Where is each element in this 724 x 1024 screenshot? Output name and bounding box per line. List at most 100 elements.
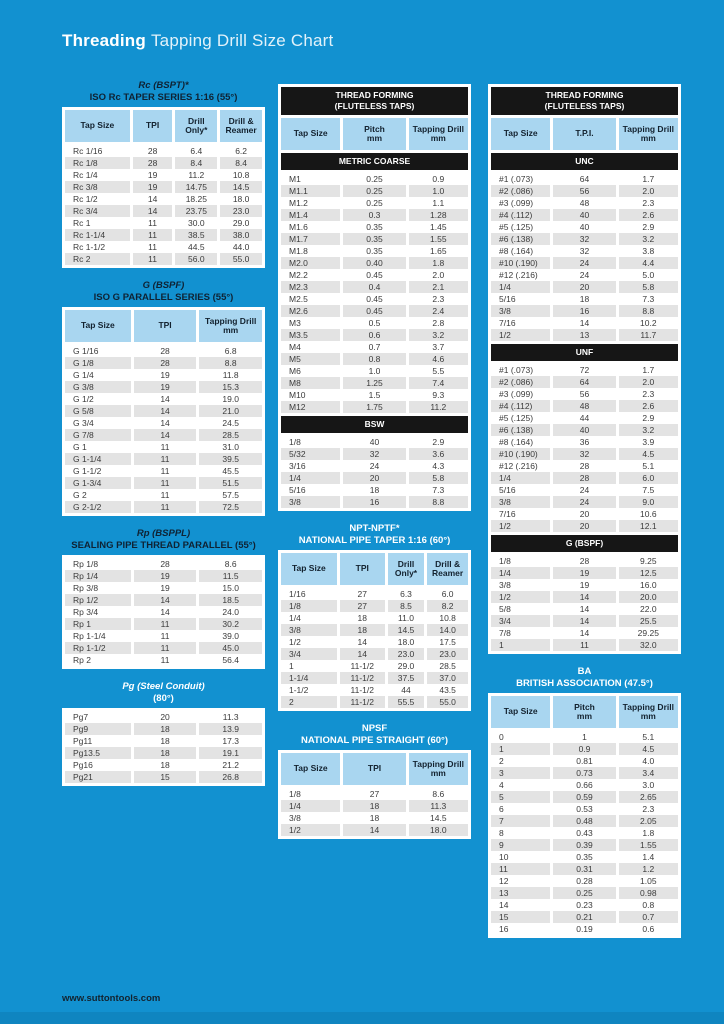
table-cell: M2.6 (281, 305, 341, 317)
table-title: NPSF NATIONAL PIPE STRAIGHT (60°) (278, 723, 471, 746)
table-cell: 0.23 (553, 899, 616, 911)
table-cell: M2.0 (281, 257, 341, 269)
table-row: #6 (.138) 32 3.2 (491, 233, 678, 245)
table-cell: M8 (281, 377, 341, 389)
table-row: 3/4 14 23.0 23.0 (281, 648, 468, 660)
table-cell: #12 (.216) (491, 460, 551, 472)
table-cell: 19 (133, 369, 197, 381)
table-cell: 38.0 (220, 229, 262, 241)
table-main-header-bar: THREAD FORMING (FLUTELESS TAPS) (281, 87, 468, 115)
table-cell: 2.6 (618, 209, 678, 221)
table-cell: 12.5 (618, 567, 678, 579)
column-header: Tap Size (491, 118, 551, 150)
table-title: NPT-NPTF* NATIONAL PIPE TAPER 1:16 (60°) (278, 523, 471, 546)
table-row: M2.2 0.45 2.0 (281, 269, 468, 281)
table-cell: 4.5 (618, 743, 678, 755)
table-title-line1: Rp (BSPPL) (136, 528, 191, 539)
table-cell: 2.9 (618, 412, 678, 424)
table-cell: Rp 1 (65, 618, 131, 630)
table-cell: 11.2 (175, 169, 218, 181)
table-cell: 0.8 (618, 899, 678, 911)
table-body: 0 1 5.1 1 0.9 4.5 2 0.81 4.0 3 0.73 3.4 4 0.66 3.0 5 0.5… (491, 731, 678, 935)
table-row: Rp 1/4 19 11.5 (65, 570, 262, 582)
table-cell: 0.19 (553, 923, 616, 935)
ba-block: BA BRITISH ASSOCIATION (47.5°) Tap Size P… (488, 666, 681, 938)
table-cell: G 2-1/2 (65, 501, 131, 513)
table-row: 5/32 32 3.6 (281, 448, 468, 460)
column-header: Tapping Drill mm (199, 310, 262, 342)
table-row: 3/16 24 4.3 (281, 460, 468, 472)
column-header: Tap Size (281, 553, 337, 585)
table-cell: 23.0 (427, 648, 468, 660)
table-cell: 10.6 (618, 508, 678, 520)
table-cell: 11 (132, 241, 173, 253)
table-row: 3/8 24 9.0 (491, 496, 678, 508)
column-header: Tap Size (281, 118, 341, 150)
table-cell: 14 (553, 627, 616, 639)
table-cell: 5.1 (618, 731, 678, 743)
table-cell: 18 (133, 747, 197, 759)
table-cell: 0.66 (553, 779, 616, 791)
table-row: M1 0.25 0.9 (281, 173, 468, 185)
column-header: Tap Size (491, 696, 551, 728)
column-header: Drill Only* (387, 553, 425, 585)
table-cell: 11 (133, 441, 197, 453)
table-cell: 3/8 (281, 496, 341, 508)
table-row: 12 0.28 1.05 (491, 875, 678, 887)
table-cell: 44 (387, 684, 425, 696)
table-cell: 11 (553, 639, 616, 651)
table-row: Rp 1 11 30.2 (65, 618, 262, 630)
bottom-strip (0, 1012, 724, 1024)
table-row: 7 0.48 2.05 (491, 815, 678, 827)
table-cell: 18.25 (175, 193, 218, 205)
table-cell: 11-1/2 (339, 684, 385, 696)
table-cell: 1/2 (491, 520, 551, 532)
table-cell: 0.35 (343, 245, 406, 257)
column-header: Pitch mm (343, 118, 406, 150)
table-cell: 8.2 (427, 600, 468, 612)
table-cell: 18 (133, 723, 197, 735)
table-cell: 9.3 (408, 389, 468, 401)
table-cell: G 3/8 (65, 381, 131, 393)
rp-bsppl-block: Rp (BSPPL) SEALING PIPE THREAD PARALLEL … (62, 528, 265, 669)
table-cell: 21.0 (199, 405, 262, 417)
table-row: #4 (.112) 40 2.6 (491, 209, 678, 221)
table-cell: 6.8 (199, 345, 262, 357)
table-row: 5/16 18 7.3 (281, 484, 468, 496)
column-header: Tapping Drill mm (618, 118, 678, 150)
thread-forming-unified-block: THREAD FORMING (FLUTELESS TAPS) Tap Size… (488, 84, 681, 654)
table-cell: 15.0 (199, 582, 262, 594)
table-cell: 19 (553, 567, 616, 579)
table-cell: M3.5 (281, 329, 341, 341)
table-row: M1.8 0.35 1.65 (281, 245, 468, 257)
table-cell: 1.1 (408, 197, 468, 209)
column-header: Drill & Reamer (427, 553, 468, 585)
table-cell: 16.0 (618, 579, 678, 591)
table-cell: 56.0 (175, 253, 218, 265)
table-cell: 13.9 (199, 723, 262, 735)
table-cell: 1 (491, 743, 551, 755)
table-cell: 5.1 (618, 460, 678, 472)
table-cell: 29.25 (618, 627, 678, 639)
table-row: M1.1 0.25 1.0 (281, 185, 468, 197)
table-cell: 1/4 (281, 472, 341, 484)
left-column: Rc (BSPT)* ISO Rc TAPER SERIES 1:16 (55°… (62, 80, 265, 798)
table-cell: 14.5 (387, 624, 425, 636)
table-cell: 37.5 (387, 672, 425, 684)
section-bar: BSW (281, 416, 468, 433)
table-cell: Pg11 (65, 735, 131, 747)
table-cell: G 5/8 (65, 405, 131, 417)
table-row: #2 (.086) 64 2.0 (491, 376, 678, 388)
table-cell: 4.5 (618, 448, 678, 460)
table-cell: Rc 1/4 (65, 169, 130, 181)
table-cell: #10 (.190) (491, 448, 551, 460)
table-cell: 40 (343, 436, 406, 448)
table-cell: G 1/4 (65, 369, 131, 381)
table-row: 5/16 24 7.5 (491, 484, 678, 496)
table-cell: 14 (133, 417, 197, 429)
table-cell: 2.3 (408, 293, 468, 305)
table-cell: 3/8 (281, 812, 341, 824)
table-cell: G 1/16 (65, 345, 131, 357)
table-row: 1/4 28 6.0 (491, 472, 678, 484)
table-cell: #1 (.073) (491, 173, 551, 185)
